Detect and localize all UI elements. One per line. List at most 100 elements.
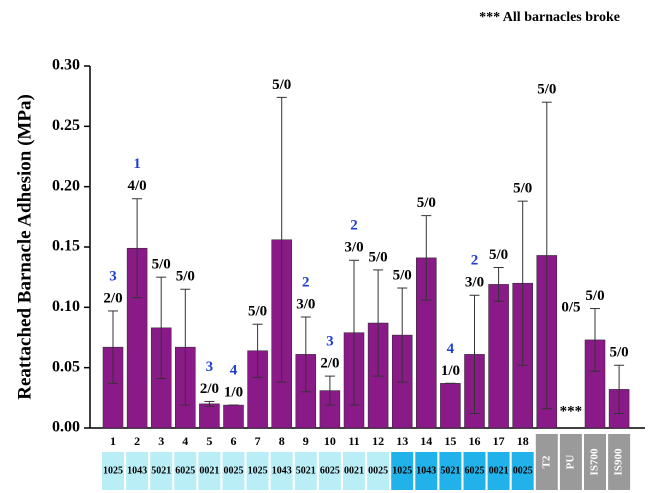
count-label: 1 xyxy=(133,156,141,172)
code-box xyxy=(198,452,221,490)
ratio-label: 4/0 xyxy=(128,178,147,194)
y-tick-label: 0.00 xyxy=(52,419,80,436)
code-box xyxy=(559,434,582,490)
x-tick-label: 1 xyxy=(110,434,116,448)
x-tick-label: 17 xyxy=(493,434,505,448)
bar xyxy=(440,383,461,429)
code-box xyxy=(102,452,124,490)
y-axis-label: Reattached Barnacle Adhesion (MPa) xyxy=(14,94,35,400)
code-box xyxy=(174,452,197,490)
code-label: 0025 xyxy=(513,465,533,476)
code-box xyxy=(222,452,245,490)
ratio-label: 1/0 xyxy=(441,363,460,379)
code-label: 1043 xyxy=(127,465,147,476)
count-label: 4 xyxy=(447,341,455,357)
count-label: 2 xyxy=(471,253,479,269)
code-label: 5021 xyxy=(440,465,460,476)
count-label: 4 xyxy=(230,363,238,379)
ratio-label: 2/0 xyxy=(103,290,122,306)
ratio-label: 2/0 xyxy=(200,381,219,397)
x-tick-label: 14 xyxy=(420,434,432,448)
ratio-label: 5/0 xyxy=(369,249,388,265)
code-label: 0021 xyxy=(199,465,219,476)
x-tick-label: 18 xyxy=(517,434,529,448)
code-box xyxy=(367,452,390,490)
code-box xyxy=(150,452,173,490)
code-label: 6025 xyxy=(175,465,195,476)
code-box xyxy=(270,452,293,490)
code-label: 5021 xyxy=(151,465,171,476)
missing-marker: *** xyxy=(560,403,583,419)
ratio-label: 5/0 xyxy=(537,82,556,98)
y-tick-label: 0.25 xyxy=(52,117,80,134)
ratio-label: 5/0 xyxy=(272,77,291,93)
ratio-label: 5/0 xyxy=(417,195,436,211)
code-box xyxy=(608,434,631,490)
ratio-label: 5/0 xyxy=(585,288,604,304)
ratio-label: 1/0 xyxy=(224,385,243,401)
code-box xyxy=(511,452,534,490)
x-tick-label: 15 xyxy=(444,434,456,448)
code-box xyxy=(439,452,462,490)
code-label: PU xyxy=(564,455,576,470)
ratio-label: 5/0 xyxy=(176,269,195,285)
code-box xyxy=(318,452,341,490)
ratio-label: 5/0 xyxy=(489,247,508,263)
y-tick-label: 0.30 xyxy=(52,57,80,74)
count-label: 3 xyxy=(206,359,214,375)
ratio-label: 3/0 xyxy=(344,240,363,256)
bar xyxy=(199,403,220,429)
code-box xyxy=(343,452,365,490)
ratio-label: 5/0 xyxy=(513,181,532,197)
code-label: 1043 xyxy=(272,465,292,476)
count-label: 2 xyxy=(302,274,310,290)
code-box xyxy=(584,434,606,490)
x-tick-label: 10 xyxy=(324,434,336,448)
x-tick-label: 12 xyxy=(372,434,384,448)
x-tick-label: 8 xyxy=(279,434,285,448)
code-label: IS900 xyxy=(613,448,625,475)
x-tick-label: 7 xyxy=(255,434,261,448)
y-tick-label: 0.10 xyxy=(52,298,80,315)
ratio-label: 3/0 xyxy=(296,296,315,312)
ratio-label: 5/0 xyxy=(152,257,171,273)
code-box xyxy=(463,452,486,490)
x-tick-label: 3 xyxy=(158,434,164,448)
code-label: 5021 xyxy=(296,465,316,476)
code-label: 0025 xyxy=(224,465,244,476)
code-label: IS700 xyxy=(589,448,601,475)
code-label: 1025 xyxy=(103,465,123,476)
ratio-label: 5/0 xyxy=(610,345,629,361)
y-tick-label: 0.05 xyxy=(52,358,80,375)
code-box xyxy=(246,452,269,490)
ratio-label: 0/5 xyxy=(561,299,580,315)
ratio-label: 2/0 xyxy=(320,356,339,372)
code-label: 0025 xyxy=(368,465,388,476)
code-label: 0021 xyxy=(344,465,364,476)
x-tick-label: 11 xyxy=(348,434,359,448)
count-label: 2 xyxy=(350,218,358,234)
code-label: T2 xyxy=(540,455,552,468)
note: *** All barnacles broke xyxy=(479,10,620,25)
ratio-label: 5/0 xyxy=(393,267,412,283)
y-tick-label: 0.15 xyxy=(52,238,80,255)
x-tick-label: 4 xyxy=(182,434,188,448)
code-label: 1025 xyxy=(248,465,268,476)
code-label: 1025 xyxy=(392,465,412,476)
x-tick-label: 9 xyxy=(303,434,309,448)
code-box xyxy=(391,452,414,490)
bar xyxy=(488,284,509,429)
code-box xyxy=(294,452,317,490)
x-tick-label: 5 xyxy=(206,434,212,448)
ratio-label: 3/0 xyxy=(465,275,484,291)
code-box xyxy=(415,452,438,490)
count-label: 3 xyxy=(326,334,334,350)
code-box xyxy=(535,434,558,490)
x-tick-label: 16 xyxy=(469,434,481,448)
x-tick-label: 13 xyxy=(396,434,408,448)
x-tick-label: 2 xyxy=(134,434,140,448)
x-tick-label: 6 xyxy=(231,434,237,448)
ratio-label: 5/0 xyxy=(248,304,267,320)
bar xyxy=(223,404,244,429)
